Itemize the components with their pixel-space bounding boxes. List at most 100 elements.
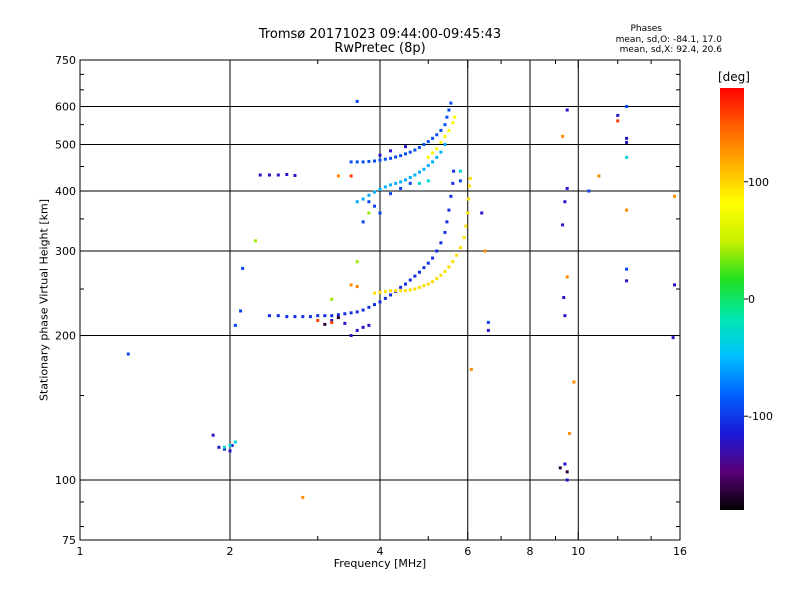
data-point	[483, 249, 487, 253]
data-point	[336, 313, 340, 317]
data-point	[378, 290, 382, 294]
data-point	[399, 154, 403, 158]
data-point	[217, 445, 221, 449]
data-point	[431, 280, 435, 284]
data-point	[468, 184, 472, 188]
data-point	[355, 285, 359, 289]
data-point	[563, 462, 567, 466]
data-point	[458, 169, 462, 173]
data-point	[301, 495, 305, 499]
x-axis-label: Frequency [MHz]	[333, 557, 427, 570]
data-point	[211, 433, 215, 437]
x-tick-label: 2	[227, 545, 234, 558]
data-point	[383, 185, 387, 189]
y-tick-label: 200	[55, 330, 76, 343]
data-point	[431, 256, 435, 260]
data-point	[336, 316, 340, 320]
y-tick-label: 500	[55, 139, 76, 152]
data-point	[293, 315, 297, 319]
data-point	[413, 148, 417, 152]
data-point	[349, 283, 353, 287]
data-point	[267, 314, 271, 318]
data-point	[241, 266, 245, 270]
data-point	[625, 267, 629, 271]
data-point	[417, 145, 421, 149]
data-point	[625, 208, 629, 212]
data-point	[316, 318, 320, 322]
data-point	[378, 158, 382, 162]
data-point	[447, 208, 451, 212]
data-point	[462, 236, 466, 240]
colorbar-ticks: 100 0 -100	[744, 176, 773, 423]
data-point	[673, 194, 677, 198]
y-tick-label: 400	[55, 185, 76, 198]
data-point	[451, 260, 455, 264]
data-point	[367, 305, 371, 309]
data-point	[422, 266, 426, 270]
data-point	[355, 310, 359, 314]
data-point	[367, 200, 371, 204]
data-point	[389, 293, 393, 297]
data-point	[355, 160, 359, 164]
data-point	[439, 128, 443, 132]
x-tick-label: 6	[464, 545, 471, 558]
data-point	[349, 160, 353, 164]
data-point	[417, 181, 421, 185]
data-point	[439, 150, 443, 154]
data-point	[447, 128, 451, 132]
data-point	[558, 466, 562, 470]
data-point	[587, 189, 591, 193]
data-point	[403, 152, 407, 156]
data-point	[230, 444, 234, 448]
data-point	[336, 174, 340, 178]
data-point	[403, 282, 407, 286]
data-point	[373, 204, 377, 208]
data-point	[565, 478, 569, 482]
data-point	[616, 113, 620, 117]
data-point	[413, 287, 417, 291]
data-point	[349, 334, 353, 338]
data-point	[276, 314, 280, 318]
data-point	[258, 173, 262, 177]
data-point	[330, 297, 334, 301]
chart-subtitle: RwPretec (8p)	[334, 41, 426, 56]
data-point	[431, 136, 435, 140]
y-tick-label: 75	[62, 534, 76, 547]
data-point	[361, 325, 365, 329]
data-points	[126, 99, 677, 499]
x-tick-label: 10	[571, 545, 585, 558]
data-point	[403, 289, 407, 293]
data-point	[389, 289, 393, 293]
data-point	[563, 314, 567, 318]
data-point	[565, 186, 569, 190]
data-point	[447, 108, 451, 112]
data-point	[399, 180, 403, 184]
y-axis-label: Stationary phase Virtual Height [km]	[37, 198, 51, 402]
data-point	[435, 133, 439, 137]
data-point	[373, 190, 377, 194]
y-tick-label: 300	[55, 245, 76, 258]
data-point	[389, 149, 393, 153]
x-tick-label: 16	[673, 545, 687, 558]
data-point	[447, 265, 451, 269]
data-point	[480, 211, 484, 215]
data-point	[443, 269, 447, 273]
y-tick-label: 100	[55, 474, 76, 487]
data-point	[468, 176, 472, 180]
data-point	[228, 449, 232, 453]
data-point	[285, 315, 289, 319]
data-point	[408, 288, 412, 292]
axes: 1 2 4 6 8 10 16 75 100 200 300 400 500 600 750	[55, 54, 687, 558]
data-point	[355, 200, 359, 204]
data-point	[486, 320, 490, 324]
data-point	[572, 380, 576, 384]
data-point	[486, 328, 490, 332]
data-point	[383, 296, 387, 300]
data-point	[330, 320, 334, 324]
data-point	[417, 170, 421, 174]
data-point	[435, 276, 439, 280]
data-point	[426, 140, 430, 144]
data-point	[435, 147, 439, 151]
data-point	[616, 119, 620, 123]
